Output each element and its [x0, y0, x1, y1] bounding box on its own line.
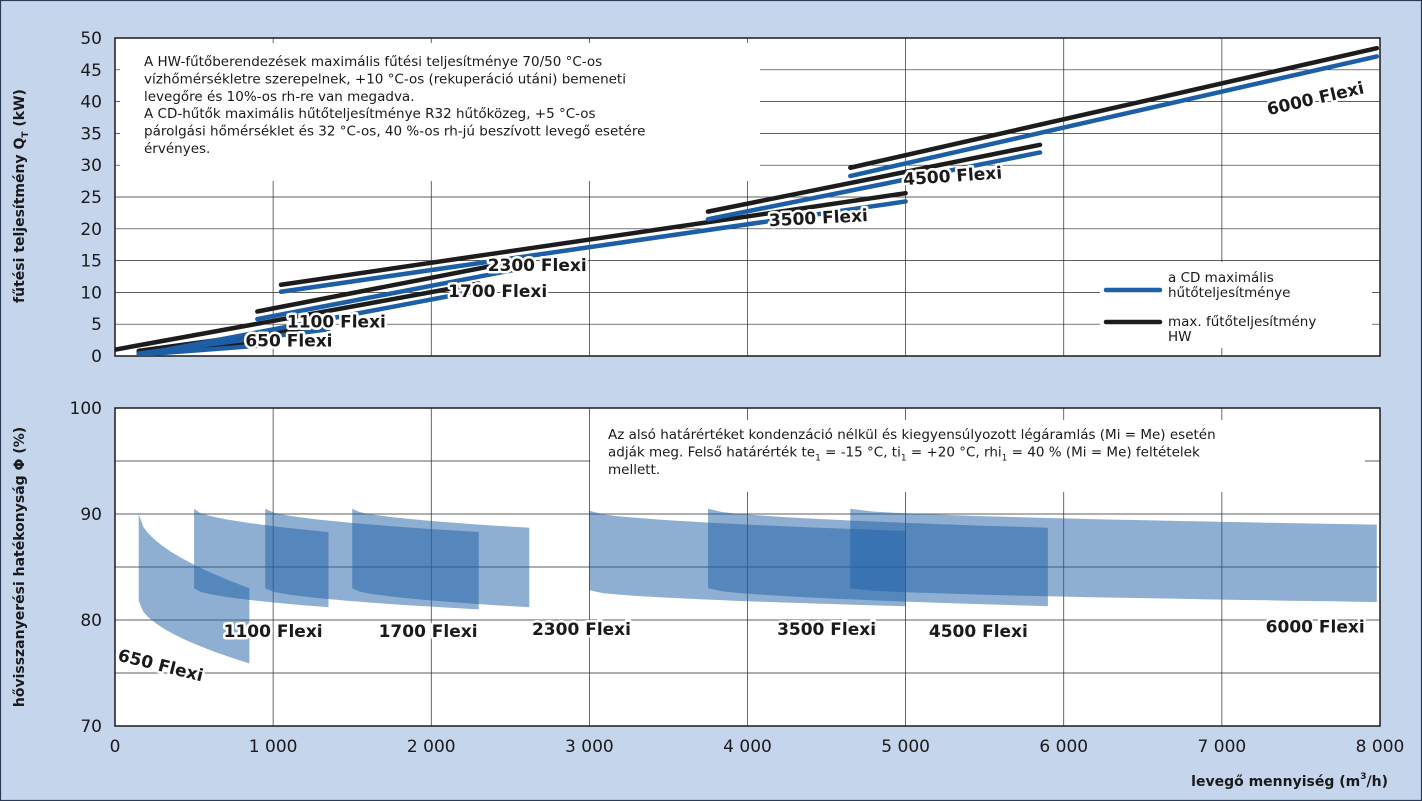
bottom-label-2300-flexi: 2300 Flexi: [532, 620, 631, 640]
top-y-tick-15: 15: [80, 252, 102, 272]
top-y-tick-25: 25: [80, 188, 102, 208]
heating-cooling-chart: 0 5 10 15 20 25 30 35 40 45 50 A HW-fűtőberendezés…: [12, 29, 1381, 367]
x-tick-6000: 6 000: [1039, 737, 1088, 757]
bottom-label-6000-flexi: 6000 Flexi: [1266, 618, 1365, 638]
bottom-note-line-1: Az alsó határértéket kondenzáció nélkül …: [608, 427, 1216, 443]
legend-cd-line1: a CD maximális: [1168, 270, 1274, 286]
top-y-title-main: fűtési teljesítmény Q: [12, 138, 28, 303]
bottom-note-line-2: adják meg. Felső határérték te1 = -15 °C…: [608, 444, 1200, 463]
x-title-main: levegő mennyiség (m: [1191, 774, 1360, 790]
bottom-y-tick-80: 80: [80, 611, 102, 631]
top-y-tick-20: 20: [80, 220, 102, 240]
top-note: A HW-fűtőberendezések maximális fűtési t…: [120, 43, 760, 181]
cd-line-4500-flexi: [705, 150, 1043, 222]
hw-line-4500-flexi: [705, 142, 1043, 214]
bottom-note: Az alsó határértéket kondenzáció nélkül …: [590, 420, 1365, 492]
top-note-line-1: A HW-fűtőberendezések maximális fűtési t…: [144, 54, 602, 70]
band-6000-flexi: [850, 508, 1377, 602]
top-note-line-3: levegőre és 10%-os rh-re van megadva.: [144, 89, 415, 105]
bottom-y-tick-100: 100: [70, 399, 102, 419]
legend-hw-line1: max. fűtőteljesítmény: [1168, 314, 1316, 330]
top-y-title-unit: (kW): [12, 89, 28, 131]
cd-line-2300-flexi: [255, 265, 529, 322]
bottom-note-part: mellett.: [608, 462, 660, 478]
top-note-line-4: A CD-hűtők maximális hűtőteljesítménye R…: [144, 106, 596, 122]
efficiency-bands: [138, 508, 1377, 664]
bottom-y-title-main: hővisszanyerési hatékonyság: [12, 470, 28, 707]
top-y-tick-45: 45: [80, 61, 102, 81]
top-y-tick-10: 10: [80, 283, 102, 303]
hw-line-1700-flexi: [115, 281, 481, 352]
x-title-end: /h): [1367, 774, 1388, 790]
top-label-650-flexi: 650 Flexi: [245, 331, 332, 351]
bottom-y-title-phi: Φ: [12, 458, 28, 470]
x-tick-1000: 1 000: [249, 737, 298, 757]
top-label-1100-flexi: 1100 Flexi: [287, 312, 386, 332]
bottom-note-background: [590, 420, 1365, 492]
legend-hw-line2: HW: [1168, 329, 1192, 345]
bottom-y-tick-70: 70: [80, 717, 102, 737]
cd-line-1700-flexi: [144, 288, 481, 356]
x-tick-labels: 0 1 000 2 000 3 000 4 000 5 000 6 000 7 000 8 00…: [110, 737, 1405, 757]
top-y-tick-40: 40: [80, 93, 102, 113]
top-y-tick-5: 5: [91, 315, 102, 335]
bottom-note-part: 1: [1002, 453, 1008, 463]
bottom-label-3500-flexi: 3500 Flexi: [777, 620, 876, 640]
top-label-1700-flexi: 1700 Flexi: [448, 282, 547, 302]
x-tick-3000: 3 000: [565, 737, 614, 757]
hw-line-6000-flexi: [848, 45, 1380, 170]
x-tick-5000: 5 000: [881, 737, 930, 757]
bottom-label-1100-flexi: 1100 Flexi: [224, 622, 323, 642]
bottom-note-part: = 40 % (Mi = Me) feltételek: [1007, 444, 1200, 460]
bottom-y-tick-labels: 70 80 90 100: [70, 399, 102, 737]
bottom-note-part: 1: [901, 453, 907, 463]
top-y-tick-0: 0: [91, 347, 102, 367]
bottom-y-tick-90: 90: [80, 505, 102, 525]
top-y-tick-35: 35: [80, 124, 102, 144]
top-y-tick-labels: 0 5 10 15 20 25 30 35 40 45 50: [80, 29, 102, 367]
top-legend: a CD maximális hűtőteljesítménye max. fű…: [1100, 262, 1372, 348]
x-tick-7000: 7 000: [1198, 737, 1247, 757]
bottom-note-part: Az alsó határértéket kondenzáció nélkül …: [608, 427, 1216, 443]
top-y-axis-title: fűtési teljesítmény QT (kW): [12, 89, 31, 303]
top-note-line-2: vízhőmérsékletre szerepelnek, +10 °C-os …: [144, 71, 626, 87]
x-tick-8000: 8 000: [1356, 737, 1405, 757]
x-tick-0: 0: [110, 737, 121, 757]
legend-background: [1100, 262, 1372, 348]
top-y-tick-50: 50: [80, 29, 102, 49]
top-series-lines: [115, 45, 1380, 356]
top-note-line-6: érvényes.: [144, 141, 210, 157]
bottom-label-4500-flexi: 4500 Flexi: [929, 622, 1028, 642]
x-title-sup: 3: [1360, 772, 1366, 782]
hw-line-3500-flexi: [278, 190, 908, 288]
band-650-flexi: [138, 514, 250, 664]
top-y-title-sub: T: [21, 131, 31, 138]
bottom-y-axis-title: hővisszanyerési hatékonyság Φ (%): [12, 427, 28, 707]
bottom-note-line-3: mellett.: [608, 462, 660, 478]
legend-cd-line2: hűtőteljesítménye: [1168, 285, 1290, 301]
x-axis-title: levegő mennyiség (m3/h): [1191, 772, 1388, 790]
x-tick-4000: 4 000: [723, 737, 772, 757]
bottom-note-part: = -15 °C, ti: [821, 444, 901, 460]
top-label-2300-flexi: 2300 Flexi: [488, 256, 587, 276]
bottom-label-1700-flexi: 1700 Flexi: [379, 622, 478, 642]
cd-line-6000-flexi: [848, 54, 1380, 179]
bottom-note-part: = +20 °C, rhi: [907, 444, 1002, 460]
bottom-y-title-unit: (%): [12, 427, 28, 459]
hw-line-2300-flexi: [255, 257, 529, 314]
top-note-background: [120, 43, 760, 181]
bottom-note-part: 1: [815, 453, 821, 463]
top-note-line-5: párolgási hőmérséklet és 32 °C-os, 40 %-…: [144, 124, 645, 140]
recovery-efficiency-chart: 70 80 90 100 0 1 000 2 000 3 000 4 000 5 000 6 00…: [12, 399, 1404, 790]
bottom-note-part: adják meg. Felső határérték te: [608, 444, 815, 460]
x-tick-2000: 2 000: [407, 737, 456, 757]
top-y-tick-30: 30: [80, 156, 102, 176]
band-2300-flexi: [352, 508, 530, 608]
legend-cd-text: a CD maximális hűtőteljesítménye: [1168, 270, 1290, 301]
cd-line-3500-flexi: [278, 199, 908, 295]
legend-hw-text: max. fűtőteljesítmény HW: [1168, 314, 1321, 345]
